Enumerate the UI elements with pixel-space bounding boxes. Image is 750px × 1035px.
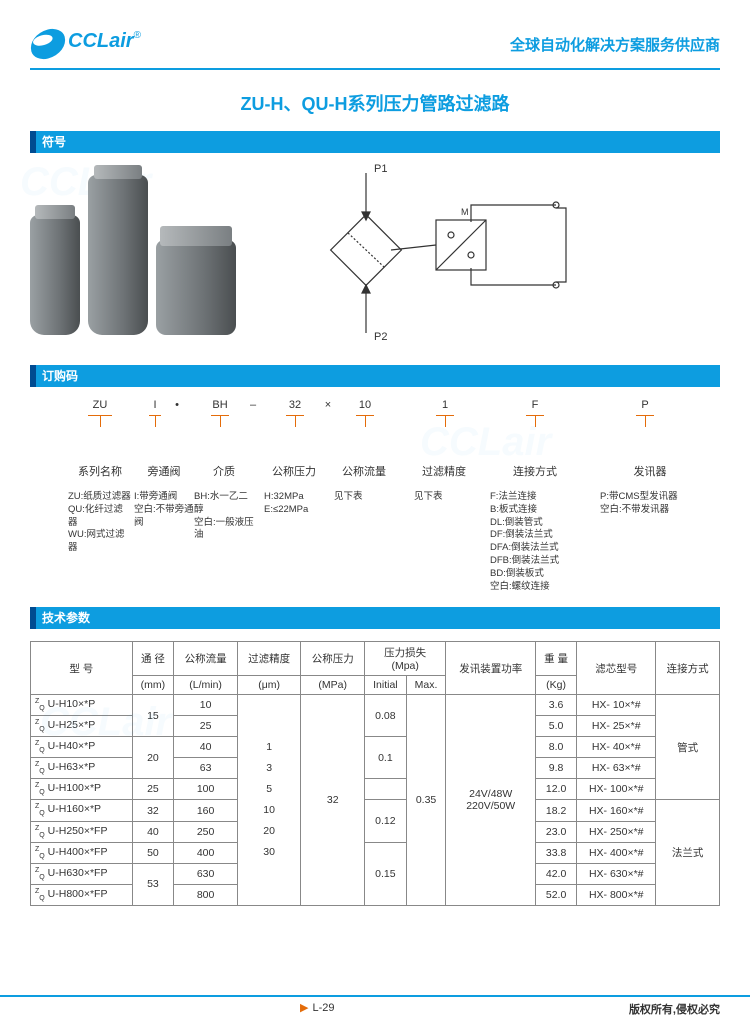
copyright: 版权所有,侵权必究	[629, 1001, 720, 1017]
section-order-header: 订购码	[30, 365, 720, 387]
page-title: ZU-H、QU-H系列压力管路过滤路	[30, 90, 720, 116]
order-desc-7: P:带CMS型发讯器空白:不带发讯器	[600, 491, 700, 517]
th-loss-m: Max.	[406, 676, 446, 695]
section-symbol-header: 符号	[30, 131, 720, 153]
p2-label: P2	[374, 331, 387, 343]
order-label-3: 公称压力	[264, 463, 324, 479]
table-row: ZQ U-H160×*P321600.1218.2HX- 160×*#法兰式	[31, 800, 720, 821]
order-label-4: 公称流量	[334, 463, 394, 479]
order-code-descriptions: ZU:纸质过滤器QU:化纤过滤器WU:网式过滤器I:带旁通阀空白:不带旁通阀BH…	[30, 491, 720, 601]
order-label-7: 发讯器	[600, 463, 700, 479]
table-row: ZQ U-H40×*P20400.18.0HX- 40×*#	[31, 737, 720, 758]
order-label-1: 旁通阀	[134, 463, 194, 479]
p1-label: P1	[374, 163, 387, 175]
order-desc-2: BH:水一乙二醇空白:一般液压油	[194, 491, 254, 542]
th-flow-u: (L/min)	[174, 676, 238, 695]
th-press-u: (MPa)	[301, 676, 365, 695]
order-label-5: 过滤精度	[414, 463, 474, 479]
svg-text:M: M	[461, 207, 469, 217]
slogan: 全球自动化解决方案服务供应商	[510, 34, 720, 55]
filter-image-1	[30, 215, 80, 335]
order-code-5: 1	[430, 399, 460, 435]
page-number: ▶L-29	[300, 1001, 335, 1017]
th-core: 滤芯型号	[577, 642, 656, 695]
order-desc-5: 见下表	[414, 491, 474, 504]
order-label-6: 连接方式	[490, 463, 580, 479]
page-header: CCLair ® 全球自动化解决方案服务供应商	[30, 20, 720, 70]
th-dia-u: (mm)	[132, 676, 174, 695]
th-flow: 公称流量	[174, 642, 238, 676]
page-footer: ▶L-29 版权所有,侵权必究	[0, 995, 750, 1017]
tech-params-table: 型 号 通 径 公称流量 过滤精度 公称压力 压力损失(Mpa) 发讯装置功率 …	[30, 641, 720, 906]
th-loss-u: (Mpa)	[391, 660, 418, 672]
table-row: ZQ U-H400×*FP504000.1533.8HX- 400×*#	[31, 842, 720, 863]
th-prec: 过滤精度	[237, 642, 301, 676]
order-code-4: 10	[350, 399, 380, 435]
th-model: 型 号	[31, 642, 133, 695]
brand-logo: CCLair ®	[30, 30, 141, 58]
brand-text: CCLair	[68, 30, 134, 53]
order-desc-1: I:带旁通阀空白:不带旁通阀	[134, 491, 194, 529]
product-images	[30, 175, 236, 335]
order-code-labels: 系列名称旁通阀介质公称压力公称流量 过滤精度连接方式 发讯器	[30, 463, 720, 485]
order-code-0: ZU	[80, 399, 120, 435]
registered-mark: ®	[134, 30, 141, 41]
symbol-row: M P1 P2	[30, 165, 720, 345]
order-desc-0: ZU:纸质过滤器QU:化纤过滤器WU:网式过滤器	[68, 491, 132, 555]
logo-icon	[27, 26, 69, 62]
table-row: ZQ U-H10×*P15101 3 5 10 20 30320.080.352…	[31, 695, 720, 716]
th-loss: 压力损失	[384, 647, 426, 659]
order-code-2: BH	[205, 399, 235, 435]
order-desc-4: 见下表	[334, 491, 394, 504]
order-code-3: 32	[280, 399, 310, 435]
order-code-row: ZUI•BH–32×101FP	[30, 399, 720, 451]
order-code-6: F	[520, 399, 550, 435]
filter-image-2	[88, 175, 148, 335]
order-label-2: 介质	[194, 463, 254, 479]
th-sig: 发讯装置功率	[446, 642, 536, 695]
th-wt-u: (Kg)	[536, 676, 577, 695]
th-prec-u: (μm)	[237, 676, 301, 695]
th-dia: 通 径	[132, 642, 174, 676]
order-sep: ×	[322, 399, 334, 411]
hydraulic-schematic: M P1 P2	[256, 165, 720, 345]
section-tech-header: 技术参数	[30, 607, 720, 629]
order-label-0: 系列名称	[68, 463, 132, 479]
th-wt: 重 量	[536, 642, 577, 676]
order-code-7: P	[630, 399, 660, 435]
order-sep: –	[247, 399, 259, 411]
table-row: ZQ U-H100×*P2510012.0HX- 100×*#	[31, 779, 720, 800]
order-desc-3: H:32MPaE:≤22MPa	[264, 491, 324, 517]
order-code-1: I	[145, 399, 165, 435]
order-desc-6: F:法兰连接B:板式连接DL:倒装管式DF:倒装法兰式DFA:倒装法兰式DFB:…	[490, 491, 580, 594]
th-press: 公称压力	[301, 642, 365, 676]
th-loss-i: Initial	[364, 676, 406, 695]
th-conn: 连接方式	[656, 642, 720, 695]
filter-image-3	[156, 240, 236, 335]
